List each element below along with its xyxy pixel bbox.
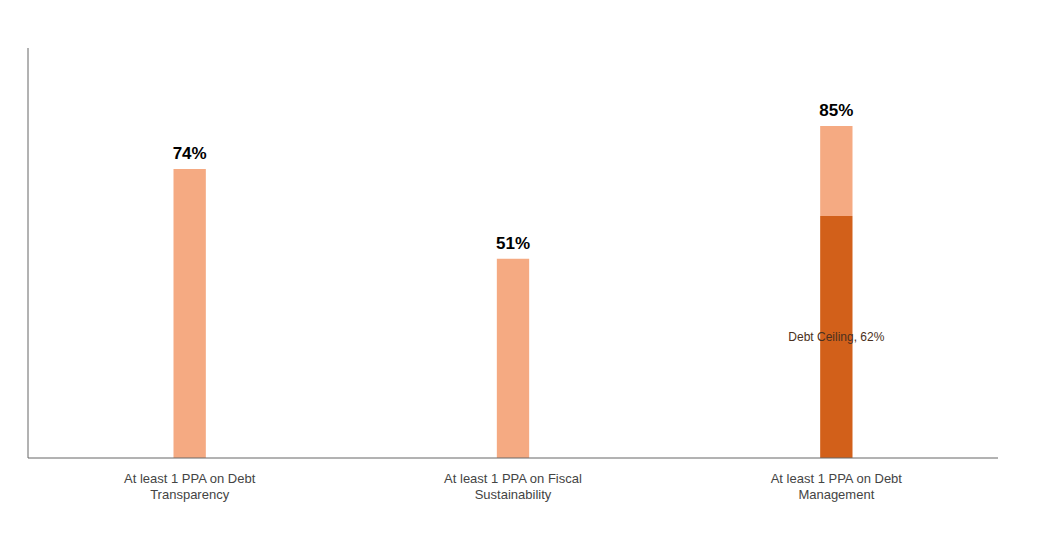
svg-text:85%: 85% bbox=[819, 101, 853, 120]
svg-text:At least 1 PPA on DebtManageme: At least 1 PPA on DebtManagement bbox=[771, 471, 903, 502]
svg-text:Debt Ceiling, 62%: Debt Ceiling, 62% bbox=[788, 330, 884, 344]
svg-text:At least 1 PPA on DebtTranspar: At least 1 PPA on DebtTransparency bbox=[124, 471, 256, 502]
svg-text:At least 1 PPA on FiscalSustai: At least 1 PPA on FiscalSustainability bbox=[444, 471, 582, 502]
svg-text:51%: 51% bbox=[496, 234, 530, 253]
svg-text:74%: 74% bbox=[173, 144, 207, 163]
